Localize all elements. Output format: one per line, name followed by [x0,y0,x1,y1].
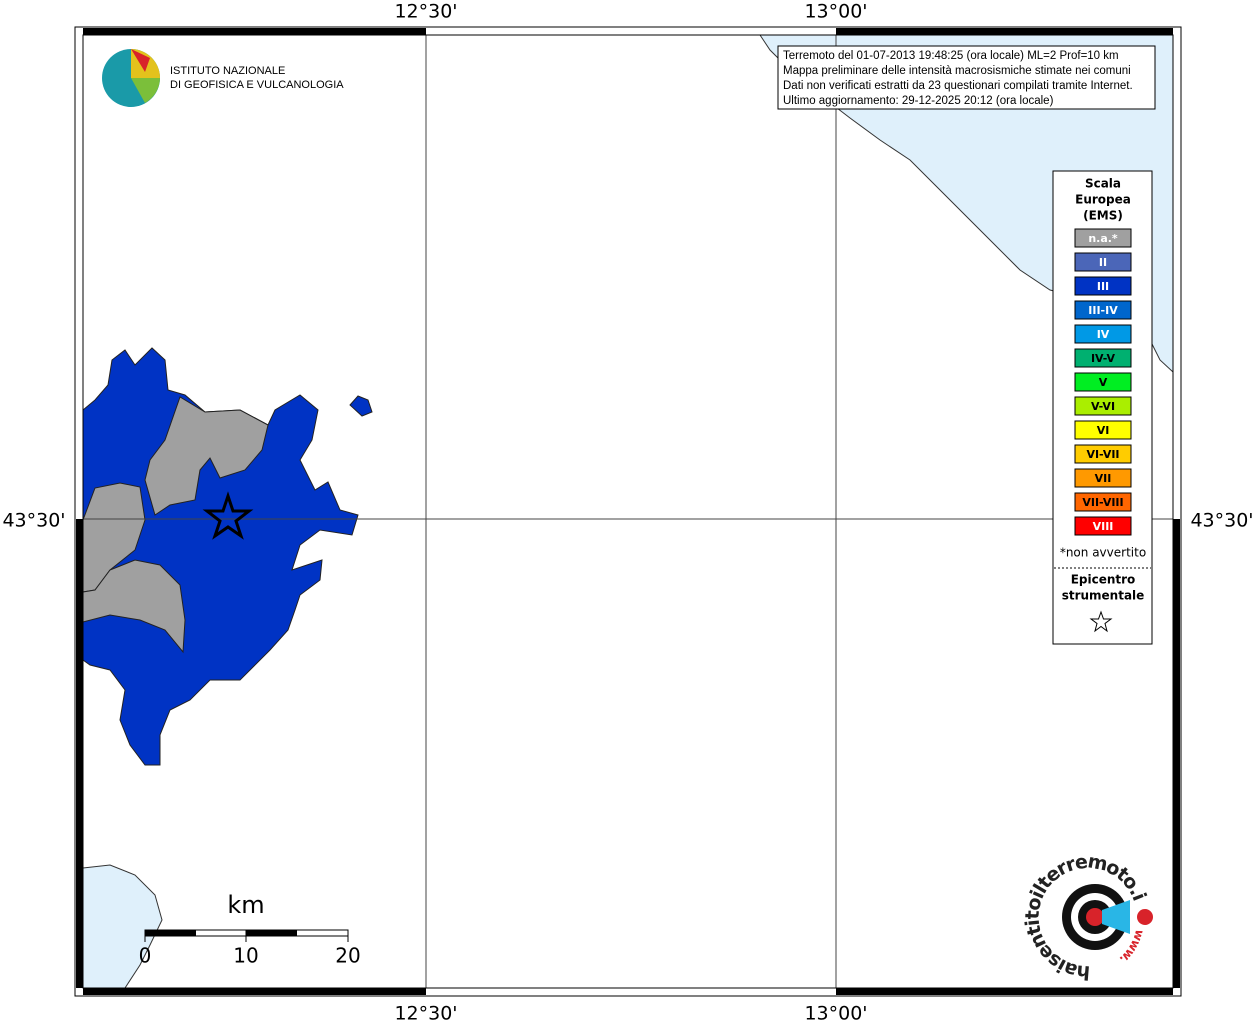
municipality-iii [349,395,373,417]
legend-swatch [1074,468,1132,488]
info-line: Terremoto del 01-07-2013 19:48:25 (ora l… [783,50,1119,62]
legend-label: V-VI [1091,400,1115,413]
axis-label: 13°00' [804,1003,867,1024]
legend-swatch [1074,276,1132,296]
legend-label: V [1099,376,1108,389]
legend-title: Europea [1075,193,1131,207]
legend-label: VI [1097,424,1110,437]
legend-swatch [1074,324,1132,344]
legend-epicenter: Epicentro [1071,573,1136,587]
legend-star [1089,610,1113,633]
info-line: Ultimo aggiornamento: 29-12-2025 20:12 (… [783,95,1054,107]
inner-frame [82,34,1174,989]
legend-label: IV [1097,328,1110,341]
scale-tick-label: 10 [233,944,258,968]
legend-label: VIII [1093,520,1114,533]
municipality-na [82,559,186,654]
legend-title: (EMS) [1083,209,1123,223]
info-box [777,45,1156,110]
legend-swatch [1074,492,1132,512]
legend-swatch [1074,348,1132,368]
frame-bars [76,28,1180,995]
legend-label: VII [1095,472,1112,485]
info-line: Mappa preliminare delle intensità macros… [783,65,1131,77]
axis-label: 43°30' [1190,510,1253,532]
legend-label: IV-V [1091,352,1116,365]
municipality-iii [82,347,359,766]
municipality-na [144,396,269,516]
scale-unit: km [227,891,264,919]
axis-label: 13°00' [804,1,867,23]
legend-label: II [1099,256,1107,269]
legend-epicenter: strumentale [1062,589,1145,603]
logo-text: DI GEOFISICA E VULCANOLOGIA [170,79,344,91]
legend-label: VI-VII [1086,448,1119,461]
ingv-logo: ISTITUTO NAZIONALE DI GEOFISICA E VULCAN… [102,49,344,107]
axis-label: 12°30' [394,1003,457,1024]
legend-label: III [1097,280,1109,293]
legend-swatch [1074,516,1132,536]
epicenter-star [202,491,254,540]
legend-swatch [1074,300,1132,320]
legend-swatch [1074,228,1132,248]
scale-tick-label: 20 [335,944,360,968]
legend-label: III-IV [1088,304,1118,317]
legend-swatch [1074,444,1132,464]
axis-label: 12°30' [394,1,457,23]
info-line: Dati non verificati estratti da 23 quest… [783,80,1133,92]
legend-swatch [1074,420,1132,440]
legend-note: *non avvertito [1060,546,1146,560]
legend-swatch [1074,396,1132,416]
scale-bar [144,929,349,942]
axis-label: 43°30' [2,510,65,532]
legend-swatch [1074,372,1132,392]
legend-label: n.a.* [1088,232,1118,245]
logo-text: ISTITUTO NAZIONALE [170,65,285,77]
legend-title: Scala [1085,177,1121,191]
scale-tick-label: 0 [139,944,152,968]
legend-swatch [1074,252,1132,272]
legend-label: VII-VIII [1082,496,1123,509]
